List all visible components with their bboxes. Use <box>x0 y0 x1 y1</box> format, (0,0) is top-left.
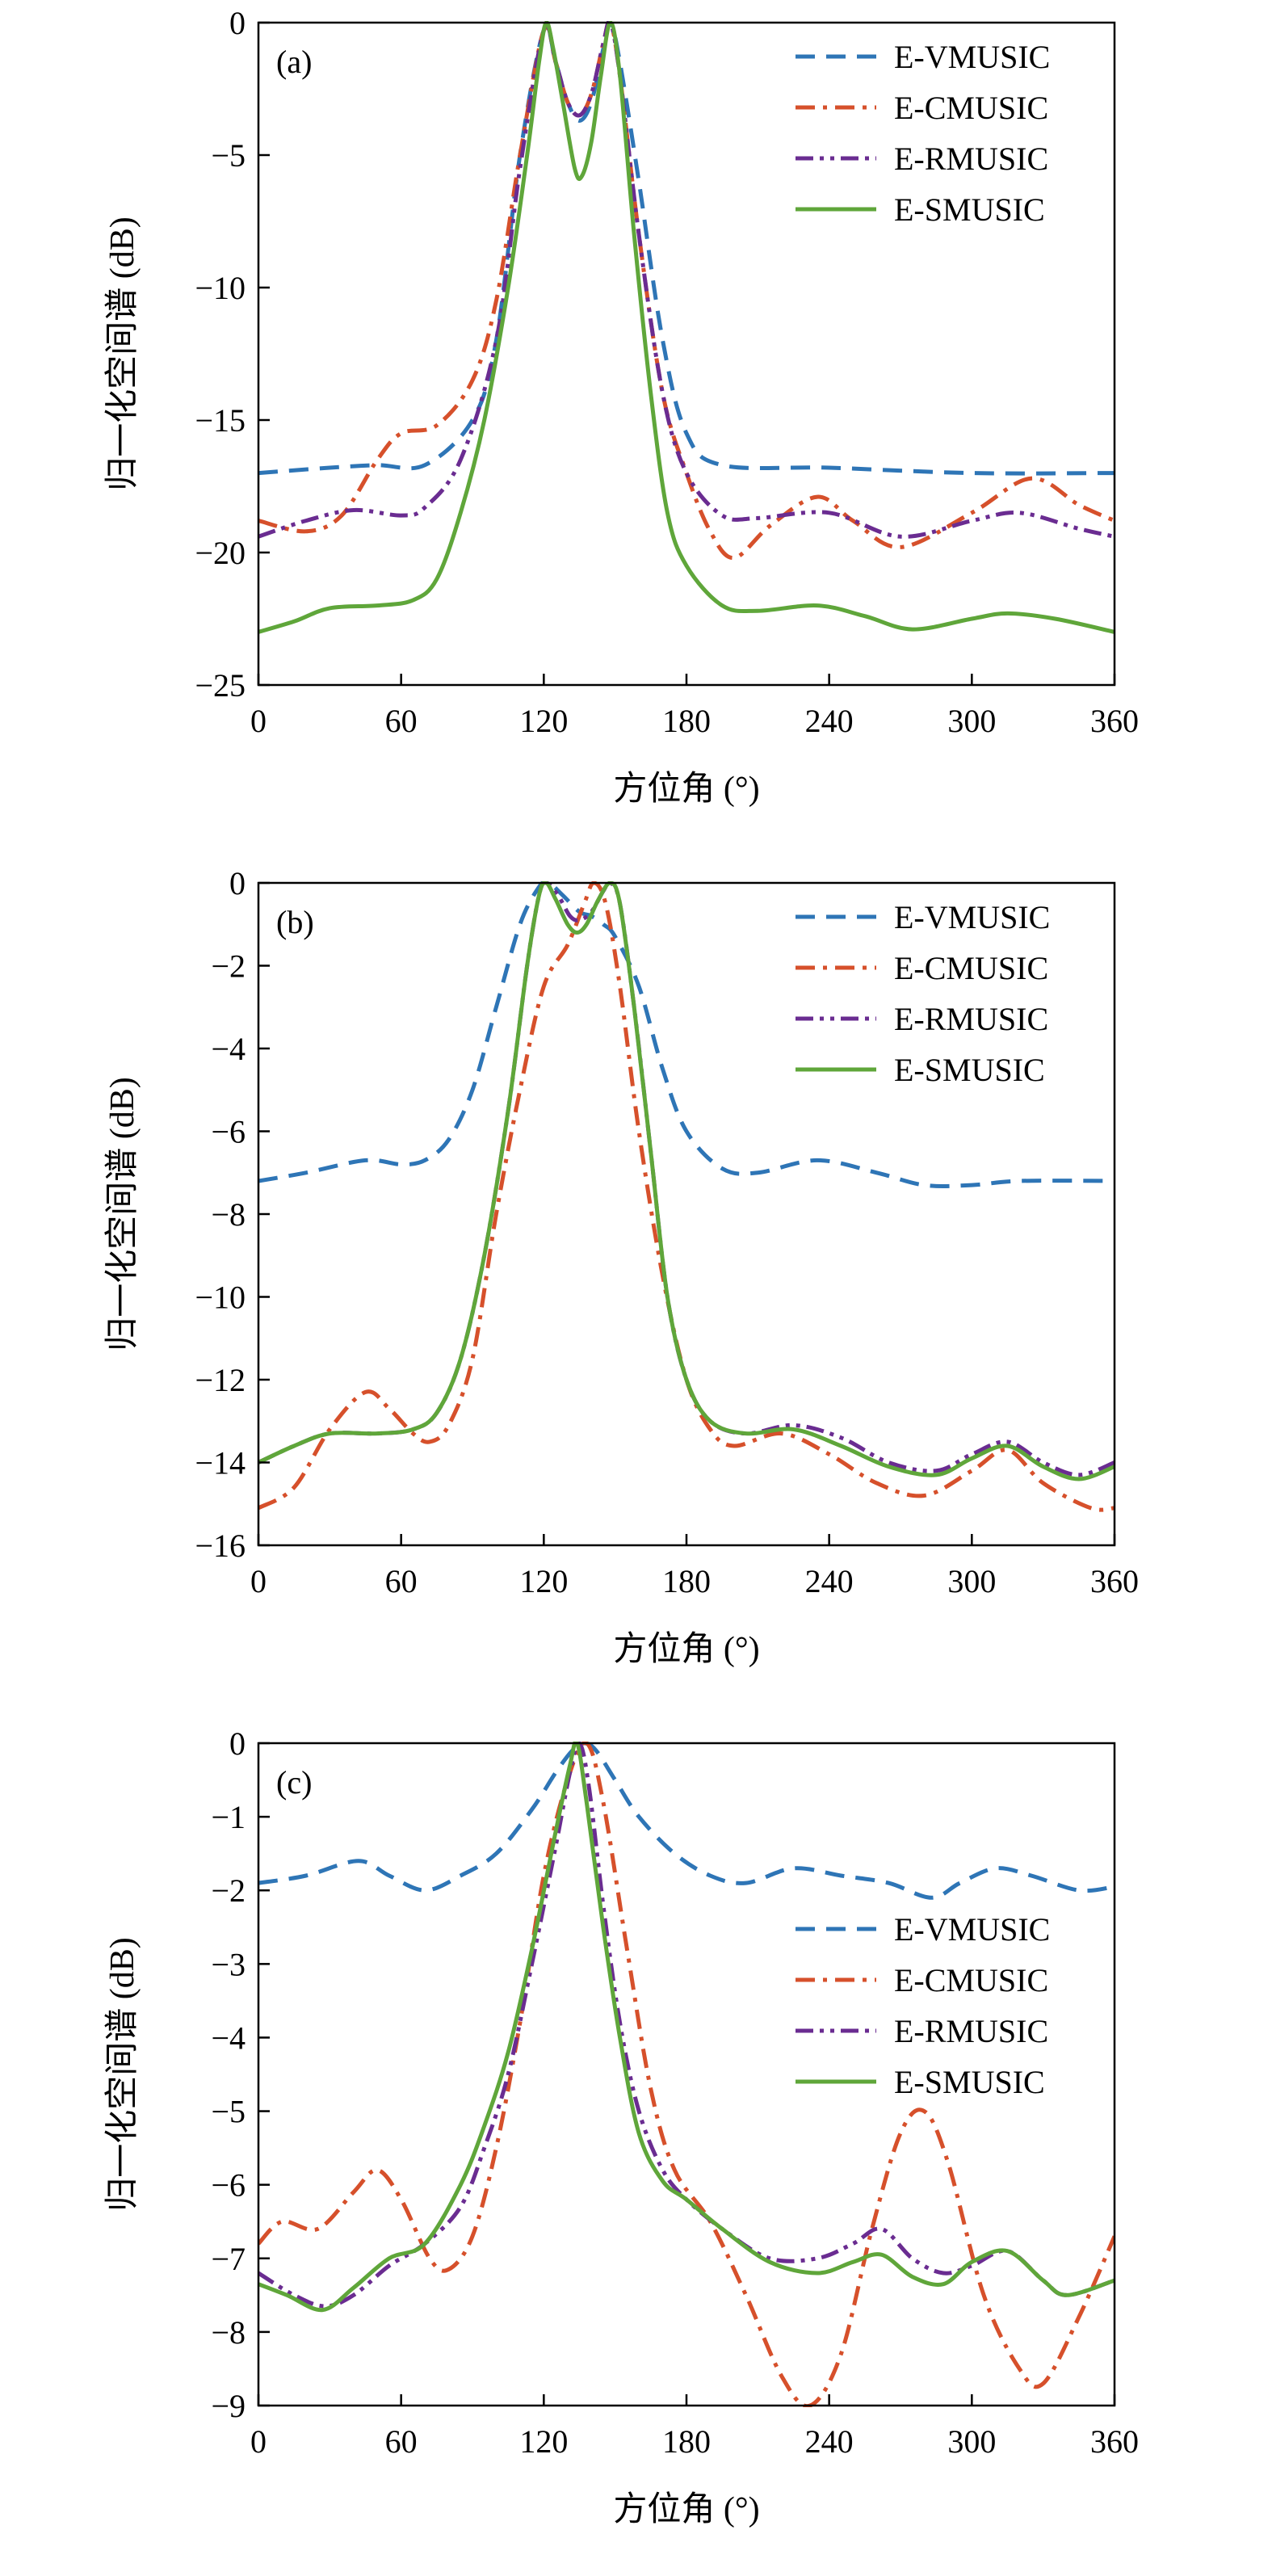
x-tick-label: 240 <box>805 1563 854 1599</box>
series-line-e-cmusic <box>258 881 1115 1512</box>
x-tick-label: 240 <box>805 2423 854 2460</box>
x-tick-label: 60 <box>385 703 418 739</box>
series-line-e-vmusic <box>258 1742 1115 1900</box>
y-tick-label: −4 <box>211 1031 246 1067</box>
x-tick-label: 360 <box>1090 703 1139 739</box>
y-tick-label: −10 <box>195 1280 246 1316</box>
x-tick-label: 360 <box>1090 2423 1139 2460</box>
x-tick-label: 240 <box>805 703 854 739</box>
panel-1: 0 60 120 180 240 300 360 0 −5 −10 −15 −20 −25 (a) 方位角 … <box>103 5 1139 808</box>
y-tick-label: −16 <box>195 1528 246 1564</box>
x-tick-label: 300 <box>947 2423 996 2460</box>
y-tick-label: −5 <box>211 2094 246 2130</box>
y-tick-label: −25 <box>195 667 246 704</box>
y-tick-label: −1 <box>211 1799 246 1835</box>
y-tick-label: −10 <box>195 270 246 306</box>
x-tick-label: 60 <box>385 1563 418 1599</box>
series-line-e-vmusic <box>258 21 1115 476</box>
x-axis-label: 方位角 (°) <box>613 1630 759 1668</box>
x-tick-label: 360 <box>1090 1563 1139 1599</box>
series-line-e-smusic <box>258 21 1115 634</box>
panel-label: (b) <box>276 904 314 940</box>
series-line-e-cmusic <box>258 1742 1115 2407</box>
y-tick-label: −8 <box>211 2314 246 2351</box>
legend-label: E-RMUSIC <box>894 1001 1048 1037</box>
x-tick-label: 180 <box>662 703 711 739</box>
x-tick-label: 120 <box>519 2423 568 2460</box>
legend-label: E-VMUSIC <box>894 39 1050 75</box>
y-axis-label: 归一化空间谱 (dB) <box>103 216 141 491</box>
x-tick-label: 180 <box>662 1563 711 1599</box>
legend-label: E-SMUSIC <box>894 191 1045 228</box>
y-tick-label: −14 <box>195 1445 246 1481</box>
x-tick-label: 300 <box>947 703 996 739</box>
panel-label: (c) <box>276 1764 312 1801</box>
legend-label: E-CMUSIC <box>894 90 1048 126</box>
y-tick-label: −15 <box>195 402 246 439</box>
series-line-e-smusic <box>258 1742 1115 2313</box>
x-tick-label: 120 <box>519 703 568 739</box>
legend-label: E-RMUSIC <box>894 2013 1048 2049</box>
y-tick-label: −2 <box>211 1872 246 1909</box>
x-tick-label: 0 <box>250 2423 267 2460</box>
y-tick-label: 0 <box>229 5 246 41</box>
legend-label: E-SMUSIC <box>894 1052 1045 1088</box>
series-line-e-smusic <box>258 881 1115 1481</box>
y-tick-label: −9 <box>211 2388 246 2424</box>
series-line-e-rmusic <box>258 1742 1115 2309</box>
panel-label: (a) <box>276 44 312 80</box>
panel-2: 0 60 120 180 240 300 360 0 −2 −4 −6 −8 −10 −12 −14 −16 (… <box>103 865 1139 1668</box>
x-axis-label: 方位角 (°) <box>613 2490 759 2528</box>
legend-label: E-CMUSIC <box>894 1962 1048 1998</box>
legend: E-VMUSIC E-CMUSIC E-RMUSIC E-SMUSIC <box>796 39 1050 228</box>
x-axis-label: 方位角 (°) <box>613 770 759 808</box>
x-tick-label: 300 <box>947 1563 996 1599</box>
x-tick-label: 60 <box>385 2423 418 2460</box>
y-axis-label: 归一化空间谱 (dB) <box>103 1937 141 2212</box>
legend-label: E-SMUSIC <box>894 2064 1045 2100</box>
y-tick-label: −12 <box>195 1362 246 1398</box>
panel-3: 0 60 120 180 240 300 360 0 −1 −2 −3 −4 −5 −6 −7 −8 −9 (c)… <box>103 1725 1139 2528</box>
legend-label: E-RMUSIC <box>894 141 1048 177</box>
y-tick-label: −6 <box>211 1114 246 1150</box>
series-line-e-vmusic <box>258 881 1115 1188</box>
y-tick-label: −4 <box>211 2019 246 2056</box>
y-tick-label: −2 <box>211 948 246 985</box>
legend-label: E-VMUSIC <box>894 1911 1050 1948</box>
legend-label: E-VMUSIC <box>894 899 1050 935</box>
y-tick-label: −7 <box>211 2241 246 2277</box>
x-tick-label: 0 <box>250 703 267 739</box>
series-line-e-rmusic <box>258 21 1115 539</box>
y-tick-label: 0 <box>229 865 246 901</box>
y-tick-label: −20 <box>195 535 246 571</box>
y-tick-label: −5 <box>211 137 246 174</box>
y-tick-label: −8 <box>211 1196 246 1233</box>
legend: E-VMUSIC E-CMUSIC E-RMUSIC E-SMUSIC <box>796 1911 1050 2100</box>
x-tick-label: 0 <box>250 1563 267 1599</box>
legend: E-VMUSIC E-CMUSIC E-RMUSIC E-SMUSIC <box>796 899 1050 1088</box>
y-tick-label: 0 <box>229 1725 246 1762</box>
x-tick-label: 120 <box>519 1563 568 1599</box>
y-axis-label: 归一化空间谱 (dB) <box>103 1077 141 1351</box>
x-tick-label: 180 <box>662 2423 711 2460</box>
y-tick-label: −3 <box>211 1946 246 1982</box>
y-tick-label: −6 <box>211 2167 246 2204</box>
legend-label: E-CMUSIC <box>894 950 1048 986</box>
